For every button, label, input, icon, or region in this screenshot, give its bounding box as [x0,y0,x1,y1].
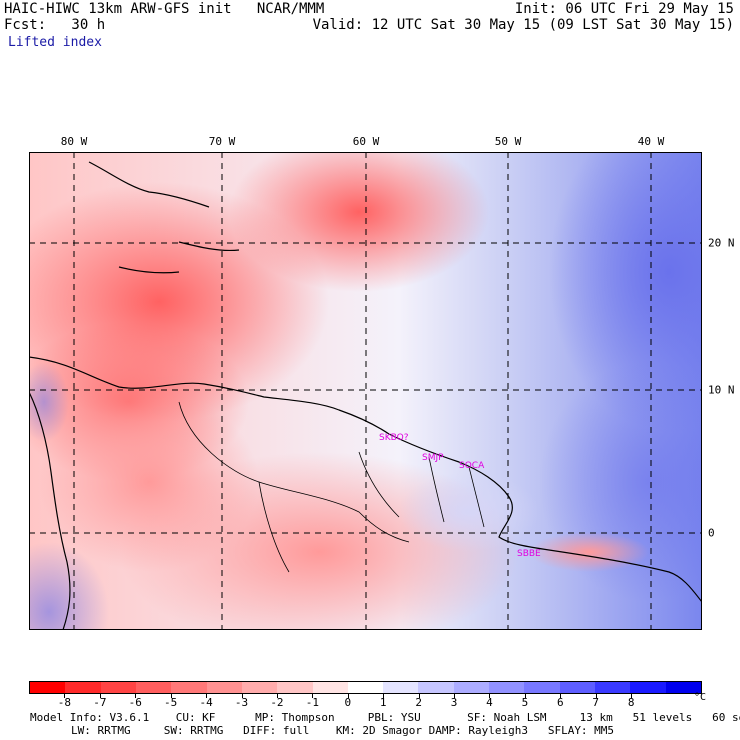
field-blue-pacific [29,362,69,442]
colorbar-cell [453,682,490,693]
colorbar-tick-mark [170,694,172,698]
colorbar-tick-mark [99,694,101,698]
colorbar-cell [418,682,454,693]
lat-label-20n: 20 N [708,236,735,250]
field-red-north [229,152,489,292]
coastlines [29,161,702,630]
colorbar-tick-label: 3 [450,696,458,709]
map-frame [29,152,702,630]
latlon-grid [29,152,702,630]
lon-label-80w: 80 W [60,135,88,148]
field-pink-itcz [529,532,649,572]
colorbar-tick-mark [631,694,633,698]
colorbar-tick-label: 4 [486,696,493,709]
city-label-2: SMJP [422,453,444,463]
colorbar-tick-mark [64,694,66,698]
forecast-hour: Fcst: 30 h [4,17,106,33]
colorbar-cell [135,682,172,693]
colorbar-tick-label: 7 [592,696,600,709]
colorbar-tick-mark [241,694,243,698]
lon-label-40w: 40 W [637,135,665,148]
field-pale-guiana [399,472,539,552]
colorbar-cell [206,682,242,693]
city-label-3: SOCA [459,461,485,471]
colorbar-tick-label: 0 [344,696,352,709]
model-info-line1: Model Info: V3.6.1 CU: KF MP: Thompson P… [30,711,740,724]
valid-time: Valid: 12 UTC Sat 30 May 15 (09 LST Sat … [312,17,734,33]
colorbar-tick-label: -2 [270,696,284,709]
colorbar-tick-label: -5 [164,696,178,709]
field-blue-east [549,152,702,432]
colorbar-cell [312,682,348,693]
colorbar-cell [383,682,419,693]
lifted-index-map: SKBO? SMJP SOCA SBBE [29,152,702,630]
model-info-line2: LW: RRTMG SW: RRTMG DIFF: full KM: 2D Sm… [71,724,615,737]
colorbar-tick-label: -6 [128,696,142,709]
lon-label-70w: 70 W [208,135,236,148]
colorbar-tick-mark [489,694,491,698]
variable-name: Lifted index [8,35,102,50]
colorbar-tick-label: 2 [415,696,422,709]
colorbar-tick-label: -4 [199,696,213,709]
colorbar-cell [171,682,207,693]
colorbar-tick-label: -1 [305,696,319,709]
colorbar-cell [277,682,313,693]
colorbar-tick-mark [595,694,597,698]
colorbar-tick-mark [383,694,385,698]
colorbar-cell [524,682,560,693]
city-label-4: SBBE [517,549,541,559]
colorbar-tick-mark [312,694,314,698]
colorbar-tick-label: -7 [93,696,107,709]
init-time: Init: 06 UTC Fri 29 May 15 [514,1,734,17]
colorbar-cell [559,682,595,693]
colorbar [29,681,702,694]
colorbar-tick-label: 6 [557,696,564,709]
colorbar-tick-mark [524,694,526,698]
lat-label-10n: 10 N [708,383,735,397]
colorbar-tick-label: 1 [379,696,387,709]
colorbar-tick-mark [135,694,137,698]
city-label-1: SKBO? [379,433,409,443]
field-blue-andes [29,542,109,630]
colorbar-cell [30,682,66,693]
plot-title: HAIC-HIWC 13km ARW-GFS init NCAR/MMM [4,1,325,17]
colorbar-cell [630,682,666,693]
colorbar-unit: °C [694,692,707,703]
colorbar-cell [595,682,631,693]
colorbar-cell [347,682,384,693]
colorbar-tick-label: 8 [627,696,635,709]
country-borders [178,401,485,573]
colorbar-tick-mark [418,694,420,698]
colorbar-cell [241,682,278,693]
colorbar-tick-mark [206,694,208,698]
lat-label-0: 0 [708,526,715,540]
colorbar-tick-label: -8 [57,696,72,709]
lon-label-60w: 60 W [352,135,380,148]
colorbar-cell [65,682,101,693]
colorbar-tick-label: 5 [521,696,529,709]
colorbar-tick-mark [454,694,456,698]
colorbar-tick-mark [276,694,278,698]
colorbar-cell [489,682,525,693]
lon-label-50w: 50 W [494,135,522,148]
field-pink-colombia [39,392,259,572]
colorbar-tick-label: -3 [234,696,249,709]
colorbar-cell [100,682,136,693]
colorbar-tick-mark [560,694,562,698]
colorbar-tick-mark [347,694,349,698]
colorbar-cell [665,682,701,693]
